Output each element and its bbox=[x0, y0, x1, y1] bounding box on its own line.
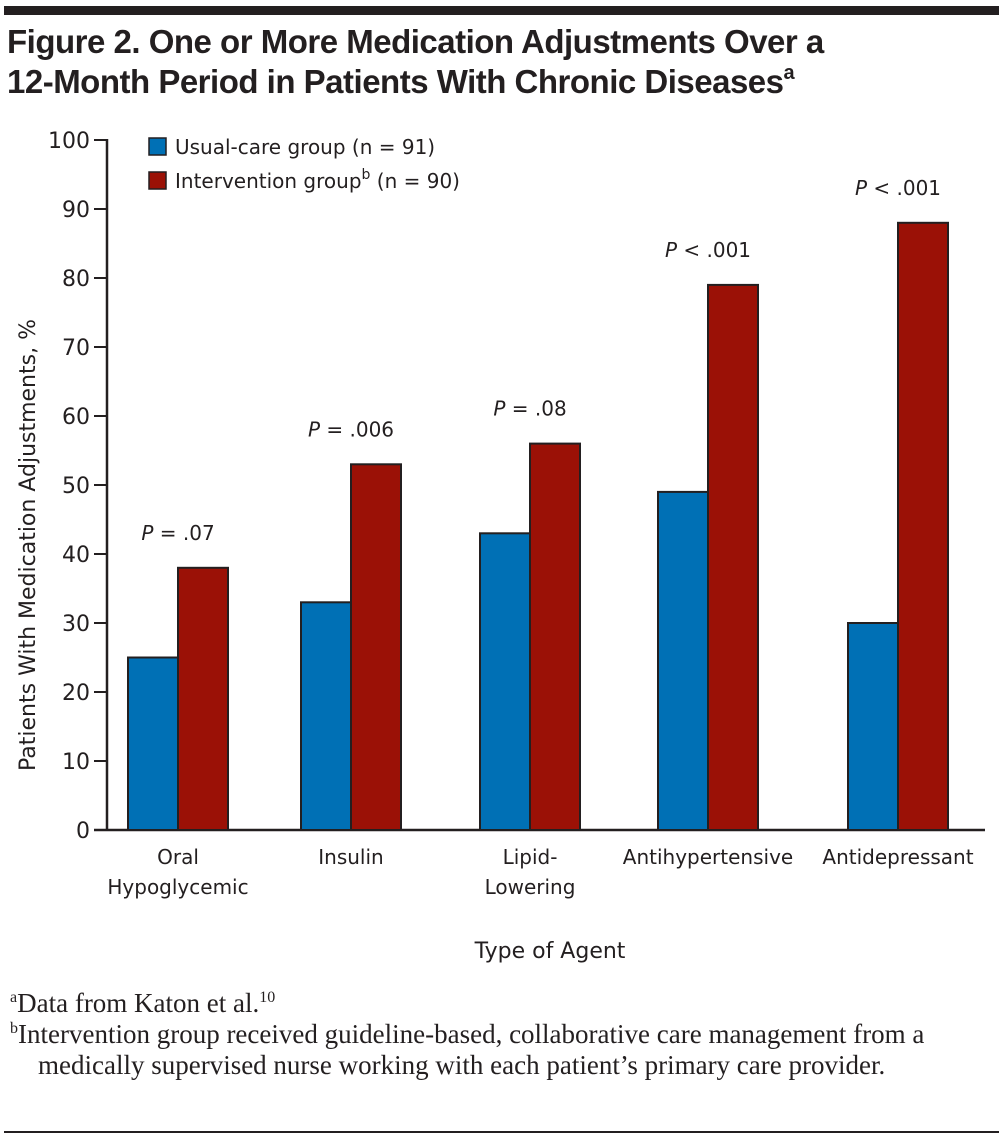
bar-intervention bbox=[350, 463, 402, 831]
legend-label-main: Usual-care group bbox=[175, 135, 346, 159]
bars bbox=[127, 221, 949, 832]
y-tick-label: 10 bbox=[62, 750, 90, 775]
y-tick-label: 20 bbox=[62, 681, 90, 706]
bar-usual-care bbox=[300, 601, 352, 831]
bar-intervention bbox=[707, 283, 759, 831]
p-value-text: = .07 bbox=[153, 521, 214, 545]
p-value-label: P < .001 bbox=[665, 238, 751, 262]
legend-label-n: (n = 91) bbox=[346, 135, 436, 159]
footnote-b-marker: b bbox=[10, 1020, 18, 1037]
legend-label-n: (n = 90) bbox=[370, 169, 460, 193]
x-category-label: Oral bbox=[157, 845, 199, 869]
x-category-label-line2: Lowering bbox=[485, 875, 576, 899]
bar-chart: 0 10 20 30 40 50 60 70 80 90 100 Oral Hypoglycemic I… bbox=[16, 129, 985, 964]
figure-title-line2: 12-Month Period in Patients With Chronic… bbox=[7, 62, 997, 102]
x-category-label: Antidepressant bbox=[822, 845, 973, 869]
footnote-a-marker: a bbox=[10, 989, 18, 1006]
x-axis: Oral Hypoglycemic Insulin Lipid- Lowering Ant… bbox=[94, 828, 985, 899]
legend: Usual-care group (n = 91) Intervention gr… bbox=[148, 135, 460, 193]
legend-label-usual-care: Usual-care group (n = 91) bbox=[175, 135, 435, 159]
y-tick-label: 80 bbox=[62, 267, 90, 292]
legend-swatch-intervention bbox=[148, 171, 167, 190]
p-value-text: < .001 bbox=[677, 238, 751, 262]
p-value-symbol: P bbox=[665, 238, 678, 262]
y-tick-label: 70 bbox=[62, 336, 90, 361]
x-category-label: Lipid- bbox=[503, 845, 558, 869]
footnote-a-reference: 10 bbox=[259, 989, 276, 1006]
footnote-a-text: Data from Katon et al. bbox=[17, 988, 260, 1018]
footnote-b: bIntervention group received guideline-b… bbox=[10, 1019, 995, 1081]
figure-title-line1: Figure 2. One or More Medication Adjustm… bbox=[7, 23, 824, 60]
p-value-symbol: P bbox=[493, 397, 506, 421]
y-tick-label: 40 bbox=[62, 543, 90, 568]
x-category-label: Antihypertensive bbox=[623, 845, 793, 869]
bar-intervention bbox=[897, 221, 949, 832]
p-value-symbol: P bbox=[141, 521, 154, 545]
y-axis-title: Patients With Medication Adjustments, % bbox=[16, 319, 41, 771]
bottom-rule bbox=[4, 1131, 999, 1133]
x-category-label-line2: Hypoglycemic bbox=[107, 875, 248, 899]
legend-swatch-usual-care bbox=[148, 137, 167, 156]
p-value-text: < .001 bbox=[867, 176, 941, 200]
figure-title-footnote-marker: a bbox=[783, 62, 795, 84]
legend-label-intervention: Intervention groupb (n = 90) bbox=[175, 167, 460, 193]
bar-usual-care bbox=[657, 490, 709, 831]
bar-intervention bbox=[529, 442, 581, 831]
x-axis-title: Type of Agent bbox=[474, 939, 626, 964]
figure-title-line2-text: 12-Month Period in Patients With Chronic… bbox=[7, 63, 784, 100]
p-value-symbol: P bbox=[855, 176, 868, 200]
x-category-label: Insulin bbox=[318, 845, 383, 869]
y-axis: 0 10 20 30 40 50 60 70 80 90 100 bbox=[48, 129, 109, 844]
y-tick-label: 30 bbox=[62, 612, 90, 637]
p-value-text: = .006 bbox=[320, 417, 394, 441]
p-value-label: P = .07 bbox=[141, 521, 214, 545]
y-tick-label: 100 bbox=[48, 129, 90, 154]
footnote-a: aData from Katon et al.10 bbox=[10, 988, 995, 1019]
p-value-label: P = .006 bbox=[308, 417, 394, 441]
p-value-label: P = .08 bbox=[493, 397, 566, 421]
legend-footnote-marker: b bbox=[362, 167, 371, 183]
footnote-b-text: Intervention group received guideline-ba… bbox=[18, 1019, 925, 1080]
p-value-label: P < .001 bbox=[855, 176, 941, 200]
figure-title: Figure 2. One or More Medication Adjustm… bbox=[7, 22, 997, 102]
y-tick-label: 90 bbox=[62, 198, 90, 223]
footnotes: aData from Katon et al.10 bIntervention … bbox=[10, 988, 995, 1081]
legend-label-main: Intervention group bbox=[175, 169, 362, 193]
bar-usual-care bbox=[847, 622, 899, 831]
top-rule bbox=[4, 6, 999, 15]
y-tick-label: 50 bbox=[62, 474, 90, 499]
bar-intervention bbox=[177, 566, 229, 831]
p-value-text: = .08 bbox=[505, 397, 566, 421]
y-tick-label: 0 bbox=[76, 819, 90, 844]
y-tick-label: 60 bbox=[62, 405, 90, 430]
bar-usual-care bbox=[479, 532, 531, 831]
p-value-symbol: P bbox=[308, 417, 321, 441]
bar-usual-care bbox=[127, 656, 179, 831]
